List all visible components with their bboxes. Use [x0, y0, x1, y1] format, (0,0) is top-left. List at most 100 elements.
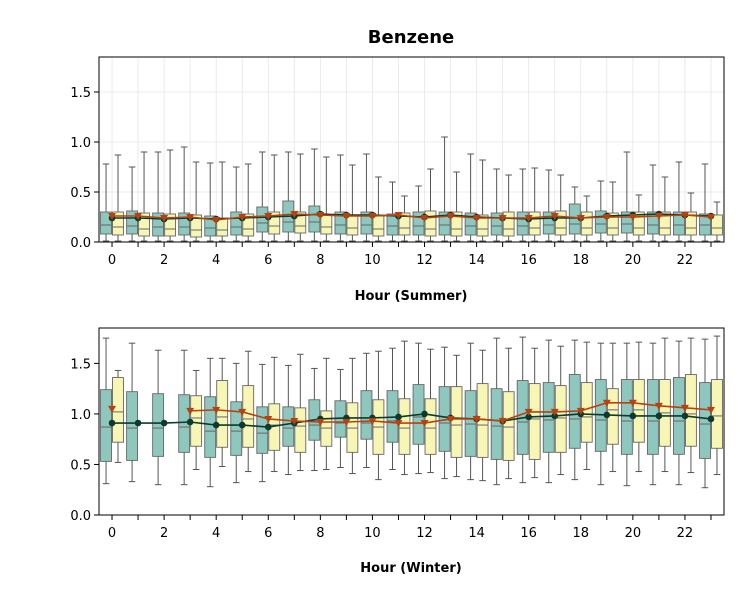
x-tick-label: 14: [468, 526, 485, 541]
x-tick-label: 0: [108, 253, 116, 268]
mean-a-point: [395, 413, 402, 421]
mean-b-point: [628, 214, 637, 221]
x-tick-label: 14: [468, 253, 485, 268]
box-a-box: [334, 211, 347, 235]
box-b-box: [711, 379, 723, 449]
mean-b-point: [654, 213, 663, 220]
plot-frame: [98, 56, 725, 243]
mean-b-point: [472, 215, 481, 222]
box-a-box: [490, 388, 503, 460]
mean-b-point: [108, 405, 117, 413]
box-b-box: [632, 379, 645, 443]
mean-a-point: [160, 419, 168, 427]
chart-title: Benzene: [368, 27, 454, 48]
box-b-box: [424, 398, 437, 455]
mean-a-point: [681, 412, 689, 420]
mean-b-point: [186, 407, 195, 415]
mean-a-point: [603, 411, 611, 419]
box-a-box: [282, 406, 295, 447]
mean-a-point: [551, 412, 559, 420]
box-b-box: [346, 402, 359, 453]
box-a-box: [516, 211, 529, 236]
box-b-box: [242, 385, 255, 448]
mean-a-point: [212, 421, 220, 429]
mean-b-point: [264, 415, 273, 423]
box-a-box: [464, 212, 477, 236]
mean-a-point: [707, 415, 715, 423]
box-a-box: [230, 401, 243, 456]
x-tick-label: 12: [416, 253, 433, 268]
mean-b-point: [524, 408, 533, 416]
x-tick-label: 8: [316, 526, 324, 541]
mean-b-point: [446, 213, 455, 220]
box-a-box: [360, 211, 373, 235]
box-a-box: [100, 211, 112, 235]
box-a-box: [178, 212, 191, 236]
x-axis-label-winter: Hour (Winter): [360, 561, 461, 576]
x-axis-label-summer: Hour (Summer): [355, 289, 468, 304]
x-tick-label: 6: [264, 253, 272, 268]
panel-winter: 0.0 0.5 1.0 1.5 0 2 4 6 8 10 12 14 16 18 20 22: [70, 327, 725, 541]
mean-a-point: [421, 410, 428, 418]
box-b-box: [632, 211, 645, 236]
x-tick-label: 18: [572, 526, 589, 541]
mean-b-point: [212, 217, 221, 224]
x-tick-label: 2: [160, 253, 168, 268]
box-b-box: [580, 211, 593, 236]
mean-b-line: [112, 213, 712, 221]
mean-b-point: [290, 211, 299, 218]
mean-b-point: [680, 212, 689, 219]
box-a-box: [542, 211, 555, 235]
box-a-box: [464, 390, 477, 457]
box-b-box: [320, 214, 333, 235]
mean-b-point: [498, 215, 507, 222]
box-b-box: [685, 374, 697, 447]
x-tick-label: 20: [625, 526, 642, 541]
box-b-box: [346, 214, 359, 236]
mean-a-point: [108, 419, 116, 427]
mean-b-point: [134, 213, 143, 220]
box-a-box: [126, 210, 138, 235]
mean-a-point: [629, 412, 637, 420]
box-b-box: [372, 215, 385, 237]
box-a-box: [256, 406, 269, 454]
y-tick-label: 0.5: [70, 186, 91, 201]
mean-a-point: [238, 421, 246, 429]
box-b-box: [450, 211, 463, 237]
box-b-box: [476, 214, 489, 237]
mean-b-point: [316, 419, 325, 427]
mean-b-point: [576, 215, 585, 222]
box-a-box: [230, 211, 243, 236]
box-a-box: [126, 391, 138, 461]
box-a-box: [490, 212, 503, 236]
box-a-box: [360, 390, 373, 440]
mean-b-point: [420, 420, 429, 428]
y-tick-label: 0.0: [70, 236, 91, 251]
y-tick-label: 1.0: [70, 136, 91, 151]
box-b-box: [294, 211, 307, 234]
box-b-box: [658, 211, 671, 236]
mean-b-point: [550, 408, 559, 416]
box-b-box: [294, 407, 307, 453]
plot-frame: [98, 327, 725, 516]
box-b-box: [242, 213, 255, 237]
x-tick-label: 10: [364, 253, 381, 268]
mean-b-point: [394, 212, 403, 219]
box-b-box: [424, 210, 437, 237]
box-a-box: [646, 211, 659, 235]
mean-b-point: [316, 212, 325, 219]
mean-b-point: [524, 215, 533, 222]
box-a-box: [620, 211, 633, 234]
box-b-box: [606, 212, 619, 236]
x-tick-label: 6: [264, 526, 272, 541]
box-b-box: [190, 214, 203, 238]
box-b-box: [685, 211, 697, 236]
y-tick-label: 1.5: [70, 86, 91, 101]
x-tick-label: 8: [316, 253, 324, 268]
mean-b-point: [706, 214, 715, 221]
box-b-box: [502, 391, 515, 461]
x-tick-label: 4: [212, 253, 220, 268]
mean-b-point: [394, 420, 403, 428]
mean-b-point: [472, 415, 481, 423]
